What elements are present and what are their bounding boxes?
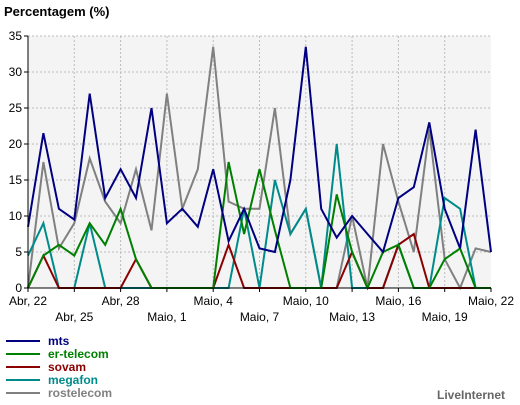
x-tick-label: Abr, 22: [9, 294, 47, 308]
y-tick-label: 30: [9, 65, 23, 79]
y-tick-label: 5: [15, 245, 22, 259]
x-tick-label: Maio, 4: [194, 294, 234, 308]
x-tick-label: Maio, 19: [422, 310, 468, 324]
y-tick-label: 15: [9, 173, 23, 187]
chart-title: Percentagem (%): [4, 4, 109, 19]
y-tick-label: 10: [9, 209, 23, 223]
y-tick-label: 20: [9, 137, 23, 151]
legend-label-mts: mts: [48, 334, 70, 348]
x-tick-label: Abr, 28: [102, 294, 140, 308]
x-tick-label: Maio, 10: [283, 294, 329, 308]
brand-label: LiveInternet: [437, 388, 505, 402]
y-tick-label: 0: [15, 281, 22, 295]
x-tick-label: Maio, 7: [240, 310, 280, 324]
x-axis-ticks: Abr, 22 Abr, 25 Abr, 28 Maio, 1 Maio, 4 Maio,…: [9, 288, 514, 324]
legend-label-megafon: megafon: [48, 373, 98, 387]
legend-label-er-telecom: er-telecom: [48, 347, 109, 361]
grid-y: [28, 35, 491, 253]
y-tick-label: 35: [9, 29, 23, 43]
legend-label-sovam: sovam: [48, 360, 86, 374]
x-tick-label: Abr, 25: [55, 310, 93, 324]
x-tick-label: Maio, 22: [468, 294, 514, 308]
y-tick-label: 25: [9, 101, 23, 115]
x-tick-label: Maio, 13: [329, 310, 375, 324]
y-axis-ticks: 0 5 10 15 20 25 30 35: [9, 29, 28, 295]
x-tick-label: Maio, 16: [375, 294, 421, 308]
series-line-mts: [27, 46, 492, 255]
x-tick-label: Maio, 1: [147, 310, 187, 324]
legend-label-rostelecom: rostelecom: [48, 386, 112, 400]
series-line-rostelecom: [27, 46, 492, 291]
